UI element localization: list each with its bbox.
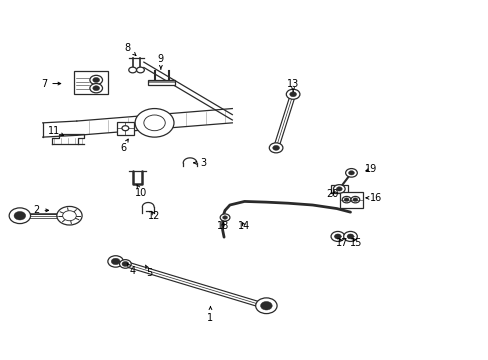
Text: 20: 20: [325, 189, 338, 199]
Text: 15: 15: [349, 238, 362, 248]
Circle shape: [222, 216, 227, 219]
Circle shape: [269, 143, 283, 153]
Circle shape: [9, 208, 30, 224]
Circle shape: [352, 198, 357, 202]
Polygon shape: [148, 80, 175, 85]
Circle shape: [344, 198, 348, 202]
Text: 7: 7: [41, 78, 61, 89]
Circle shape: [14, 211, 26, 220]
Polygon shape: [74, 71, 108, 94]
Circle shape: [346, 234, 353, 239]
Circle shape: [272, 145, 279, 150]
Circle shape: [330, 231, 344, 242]
Text: 19: 19: [364, 164, 376, 174]
Circle shape: [333, 185, 345, 193]
Circle shape: [62, 211, 76, 221]
Polygon shape: [339, 192, 362, 207]
Circle shape: [128, 67, 136, 73]
Circle shape: [345, 168, 357, 177]
Circle shape: [343, 231, 357, 242]
Text: 6: 6: [120, 139, 128, 153]
Circle shape: [348, 171, 354, 175]
Circle shape: [122, 126, 128, 131]
Circle shape: [336, 187, 342, 191]
Circle shape: [220, 214, 229, 221]
Text: 3: 3: [193, 158, 206, 168]
Circle shape: [93, 86, 100, 91]
Text: 4: 4: [127, 263, 136, 276]
Circle shape: [111, 258, 120, 265]
Polygon shape: [116, 122, 134, 135]
Circle shape: [135, 109, 174, 137]
Circle shape: [334, 234, 341, 239]
Text: 5: 5: [145, 265, 152, 278]
Circle shape: [57, 206, 82, 225]
Text: 1: 1: [207, 307, 213, 323]
Circle shape: [143, 115, 165, 131]
Circle shape: [122, 261, 128, 266]
Circle shape: [286, 89, 299, 99]
Circle shape: [260, 301, 272, 310]
Circle shape: [93, 77, 100, 82]
Text: 16: 16: [366, 193, 381, 203]
Text: 2: 2: [33, 205, 48, 215]
Circle shape: [289, 92, 296, 97]
Circle shape: [342, 197, 350, 203]
Text: 14: 14: [238, 221, 250, 231]
Text: 13: 13: [286, 78, 299, 91]
Circle shape: [119, 260, 131, 268]
Circle shape: [136, 67, 144, 73]
Text: 8: 8: [124, 43, 136, 55]
Circle shape: [350, 197, 359, 203]
Text: 17: 17: [335, 238, 347, 248]
Text: 11: 11: [48, 126, 63, 136]
Text: 12: 12: [148, 211, 161, 221]
Circle shape: [90, 84, 102, 93]
Circle shape: [255, 298, 277, 314]
Circle shape: [90, 75, 102, 85]
Text: 10: 10: [135, 185, 147, 198]
Polygon shape: [330, 185, 347, 193]
Text: 18: 18: [216, 221, 228, 231]
Text: 9: 9: [158, 54, 163, 69]
Circle shape: [108, 256, 123, 267]
